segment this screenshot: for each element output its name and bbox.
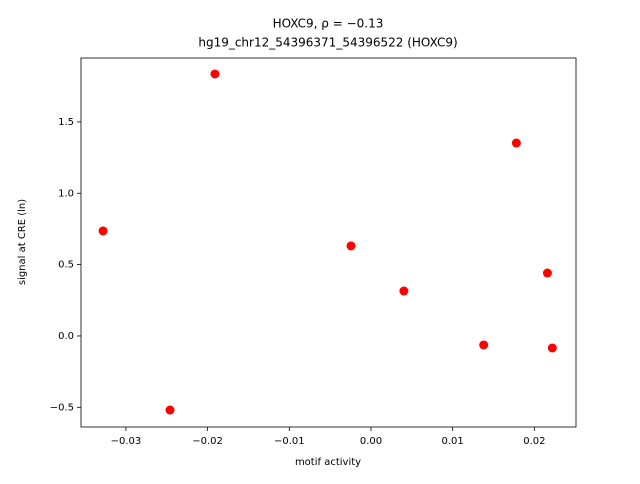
point [547,343,557,353]
y-tick-label: −0.5 [50,402,74,413]
point [98,226,108,236]
y-axis-label: signal at CRE (ln) [17,199,28,285]
point [542,268,552,278]
point [346,241,356,251]
point [210,69,220,79]
y-tick-label: 0.0 [58,331,74,342]
y-tick-label: 1.0 [58,188,74,199]
y-tick-label: 0.5 [58,260,74,271]
x-tick-label: −0.02 [192,436,223,447]
x-tick-label: −0.01 [274,436,305,447]
chart-title: HOXC9, ρ = −0.13 [273,17,384,31]
x-tick-label: 0.00 [360,436,382,447]
x-axis-label: motif activity [295,457,361,468]
point [165,405,175,415]
point [399,286,409,296]
plot-frame [80,57,577,428]
x-tick-label: 0.02 [523,436,545,447]
chart-subtitle: hg19_chr12_54396371_54396522 (HOXC9) [198,36,457,50]
y-tick-label: 1.5 [58,117,74,128]
point [511,138,521,148]
x-tick-label: −0.03 [111,436,142,447]
point [479,340,489,350]
x-tick-label: 0.01 [442,436,464,447]
